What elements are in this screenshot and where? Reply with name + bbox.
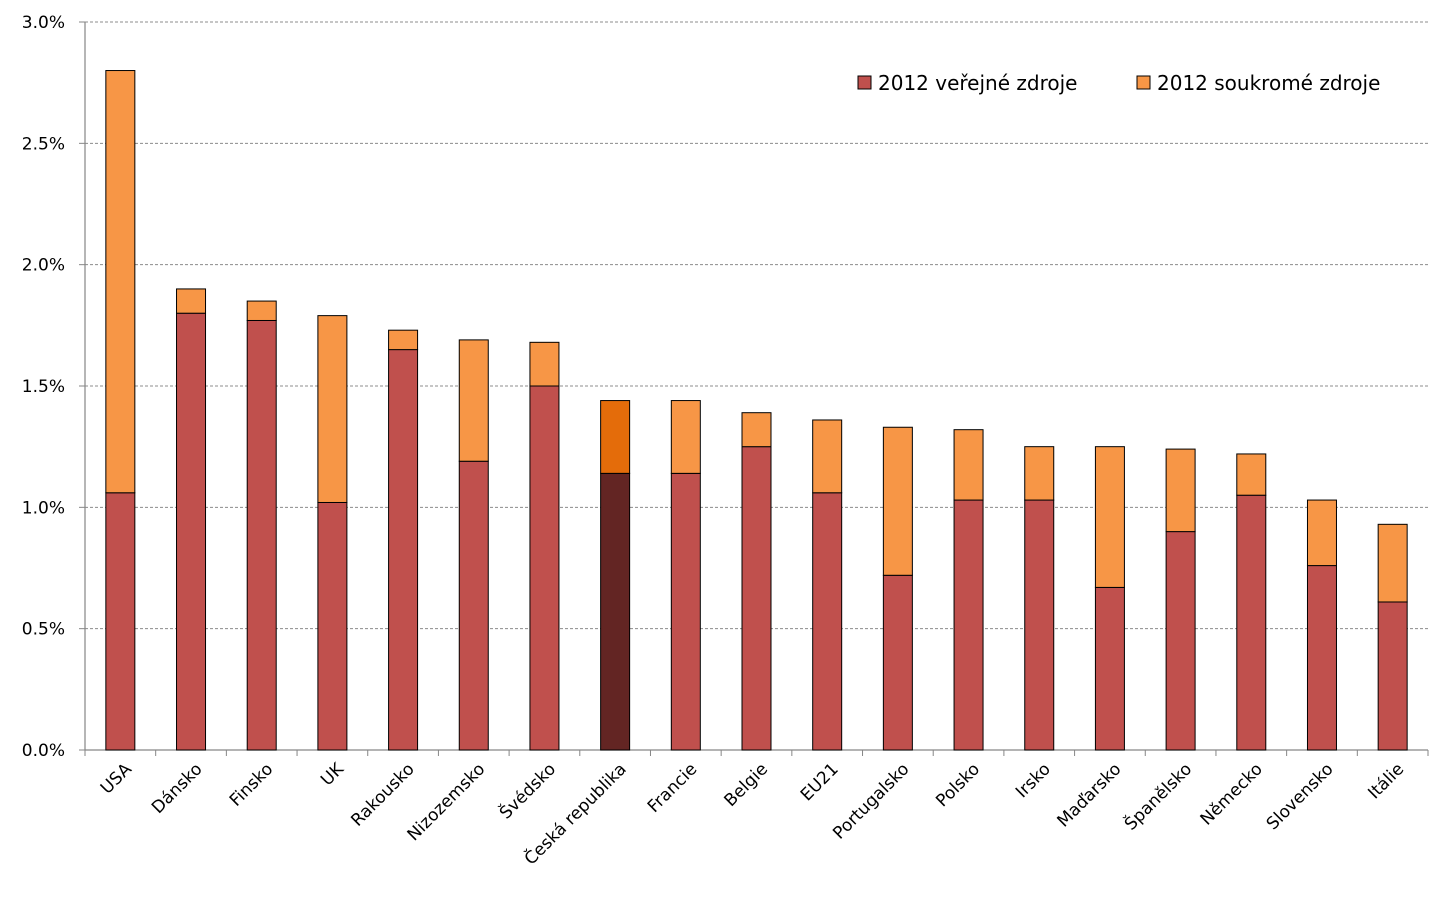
bar-public-9 [741, 446, 772, 751]
bar-public-3 [317, 501, 348, 751]
x-category-label: EU21 [797, 759, 843, 805]
bar-public-8 [670, 472, 701, 751]
bar-public-12 [953, 499, 984, 751]
bar-private-12 [953, 429, 984, 501]
bar-private-14 [1094, 446, 1125, 588]
bar-private-8 [670, 400, 701, 474]
legend-label-private: 2012 soukromé zdroje [1157, 71, 1380, 95]
bar-private-16 [1236, 453, 1267, 496]
bar-private-9 [741, 412, 772, 448]
bar-private-3 [317, 315, 348, 503]
bar-private-15 [1165, 448, 1196, 533]
y-tick-label: 0.0% [22, 741, 65, 761]
bar-public-10 [812, 492, 843, 751]
legend: 2012 veřejné zdroje 2012 soukromé zdroje [857, 71, 1380, 95]
y-tick-label: 1.0% [22, 498, 65, 518]
axis-labels: 0.0% 0.5% 1.0% 1.5% 2.0% 2.5% 3.0% USA Dánsko Fin… [22, 13, 1408, 869]
bar-public-7 [600, 472, 631, 751]
bar-public-13 [1024, 499, 1055, 751]
y-tick-label: 3.0% [22, 13, 65, 33]
y-tick-label: 2.5% [22, 134, 65, 154]
bar-public-5 [458, 460, 489, 751]
x-category-label: Polsko [932, 759, 984, 811]
x-category-label: Francie [644, 759, 701, 816]
x-category-label: Finsko [226, 759, 277, 810]
bar-private-10 [812, 419, 843, 494]
bar-private-2 [246, 300, 277, 321]
y-tick-label: 0.5% [22, 620, 65, 640]
bar-public-14 [1094, 586, 1125, 751]
bar-private-17 [1306, 499, 1337, 567]
bar-private-0 [105, 70, 136, 494]
bar-private-7 [600, 400, 631, 474]
x-category-label: Itálie [1364, 759, 1408, 803]
bar-public-16 [1236, 494, 1267, 751]
legend-swatch-private [1136, 75, 1151, 90]
bar-public-0 [105, 492, 136, 751]
bars [105, 70, 1408, 751]
bar-private-4 [388, 329, 419, 351]
x-category-label: Dánsko [148, 759, 207, 818]
bar-public-17 [1306, 565, 1337, 751]
x-category-label: Španělsko [1119, 758, 1196, 835]
legend-swatch-public [857, 75, 872, 90]
y-tick-label: 1.5% [22, 377, 65, 397]
x-category-label: Německo [1197, 759, 1267, 829]
bar-public-1 [176, 312, 207, 751]
bar-private-18 [1377, 523, 1408, 603]
bar-public-18 [1377, 601, 1408, 751]
bar-public-2 [246, 319, 277, 751]
x-category-label: Irsko [1012, 759, 1055, 802]
bar-private-1 [176, 288, 207, 314]
x-category-label: Portugalsko [829, 759, 913, 843]
x-category-label: Belgie [721, 759, 772, 810]
bar-private-6 [529, 341, 560, 387]
x-category-label: Rakousko [347, 759, 418, 830]
legend-label-public: 2012 veřejné zdroje [878, 71, 1077, 95]
bar-public-4 [388, 349, 419, 751]
bar-public-15 [1165, 531, 1196, 751]
bar-public-6 [529, 385, 560, 751]
bar-private-13 [1024, 446, 1055, 501]
x-category-label: Maďarsko [1053, 759, 1125, 831]
x-category-label: Švédsko [494, 758, 559, 823]
x-category-label: USA [97, 759, 136, 798]
x-category-label: Slovensko [1263, 759, 1338, 834]
x-category-label: UK [317, 759, 348, 790]
y-tick-label: 2.0% [22, 256, 65, 276]
bar-public-11 [882, 574, 913, 751]
bar-private-5 [458, 339, 489, 462]
bar-private-11 [882, 426, 913, 576]
